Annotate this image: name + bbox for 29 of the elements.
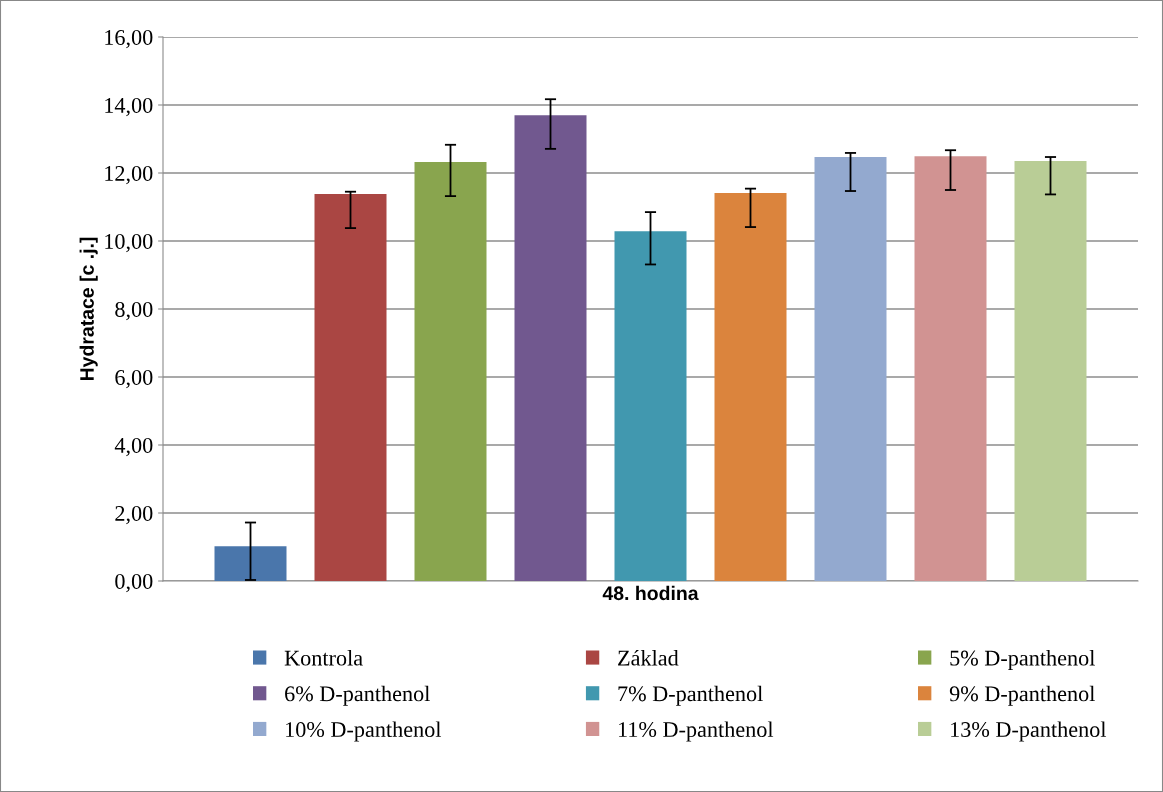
bar (214, 546, 287, 581)
y-axis-title: Hydratace [c .j.] (79, 237, 98, 381)
legend-label: 13% D-panthenol (951, 721, 1107, 742)
legend-label: Kontrola (284, 649, 363, 666)
legend-label: 7% D-panthenol (618, 685, 763, 706)
y-tick-label: 4,00 (114, 437, 153, 457)
y-tick-label: 14,00 (105, 97, 153, 117)
bar (814, 157, 887, 581)
y-tick-label: 0,00 (115, 573, 153, 593)
bar (614, 231, 687, 581)
y-tick-label: 8,00 (115, 301, 153, 321)
bar (714, 193, 787, 581)
y-tick-label: 10,00 (105, 233, 153, 253)
y-tick-label: 12,00 (105, 165, 153, 185)
bar (914, 156, 987, 581)
y-tick-label: 2,00 (115, 505, 153, 525)
x-tick-label: 48. hodina (602, 585, 699, 601)
bar (314, 194, 387, 581)
y-tick-label: 16,00 (105, 29, 153, 49)
bar (1014, 161, 1087, 581)
legend-label: 11% D-panthenol (618, 721, 774, 742)
y-tick-label: 6,00 (115, 369, 153, 389)
bar (414, 162, 487, 581)
legend-label: Základ (618, 649, 679, 666)
legend-label: 9% D-panthenol (949, 685, 1095, 706)
legend-label: 5% D-panthenol (950, 649, 1095, 671)
bar (514, 115, 587, 581)
legend-label: 10% D-panthenol (286, 721, 442, 742)
legend-label: 6% D-panthenol (285, 685, 430, 706)
